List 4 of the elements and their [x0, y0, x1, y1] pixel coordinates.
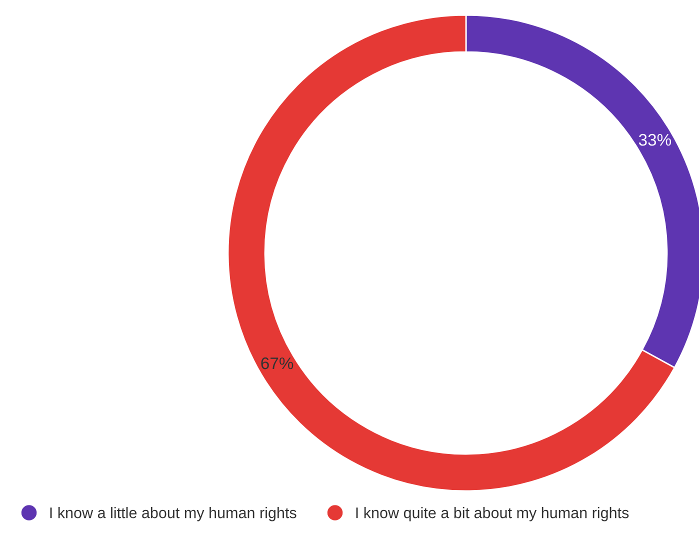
legend-label: I know quite a bit about my human rights	[356, 507, 629, 522]
legend-label: I know a little about my human rights	[50, 507, 296, 522]
data-label: 33%	[638, 134, 672, 146]
data-label: 67%	[261, 357, 294, 370]
